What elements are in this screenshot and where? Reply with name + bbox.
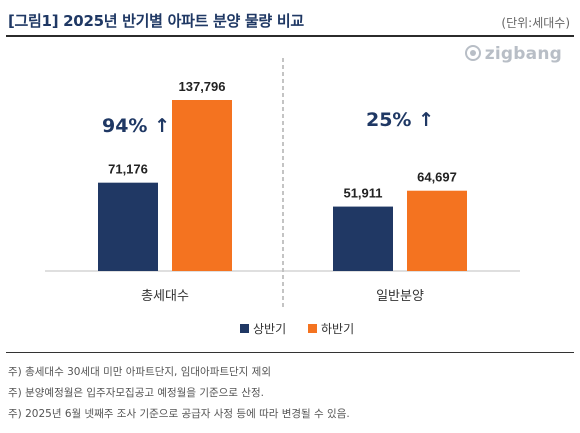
bar-second-half	[172, 100, 232, 271]
footnote: 주) 총세대수 30세대 미만 아파트단지, 임대아파트단지 제외	[8, 366, 271, 378]
bar-second-half	[407, 190, 467, 271]
legend-label: 상반기	[253, 322, 286, 336]
bar-chart: 71,176 137,796 총세대수 51,911 64,697 일반분양 94% ↑ 25…	[45, 58, 520, 336]
growth-annotation: 94% ↑	[102, 115, 170, 137]
data-label: 137,796	[179, 79, 226, 94]
data-label: 51,911	[343, 186, 382, 201]
title-rule	[6, 35, 574, 37]
category-label: 총세대수	[141, 289, 189, 304]
chart-bottom-rule	[6, 352, 574, 353]
footnote: 주) 분양예정월은 입주자모집공고 예정월을 기준으로 산정.	[8, 387, 264, 399]
data-label: 64,697	[417, 170, 457, 185]
category-label: 일반분양	[376, 289, 424, 304]
growth-annotation: 25% ↑	[366, 109, 434, 131]
bar-first-half	[333, 206, 393, 271]
bar-first-half	[98, 182, 158, 271]
unit-label: (단위:세대수)	[501, 16, 570, 30]
zigbang-logo: zigbang	[464, 44, 562, 64]
legend-label: 하반기	[321, 322, 354, 336]
logo-text: zigbang	[484, 44, 562, 64]
footnotes: 주) 총세대수 30세대 미만 아파트단지, 임대아파트단지 제외 주) 분양예…	[8, 362, 350, 425]
chart-title: [그림1] 2025년 반기별 아파트 분양 물량 비교	[8, 12, 304, 30]
footnote: 주) 2025년 6월 넷째주 조사 기준으로 공급자 사정 등에 따라 변경될…	[8, 408, 350, 420]
data-label: 71,176	[108, 162, 148, 177]
legend-swatch	[308, 324, 317, 333]
logo-mark-icon	[464, 45, 481, 61]
legend-swatch	[240, 324, 249, 333]
